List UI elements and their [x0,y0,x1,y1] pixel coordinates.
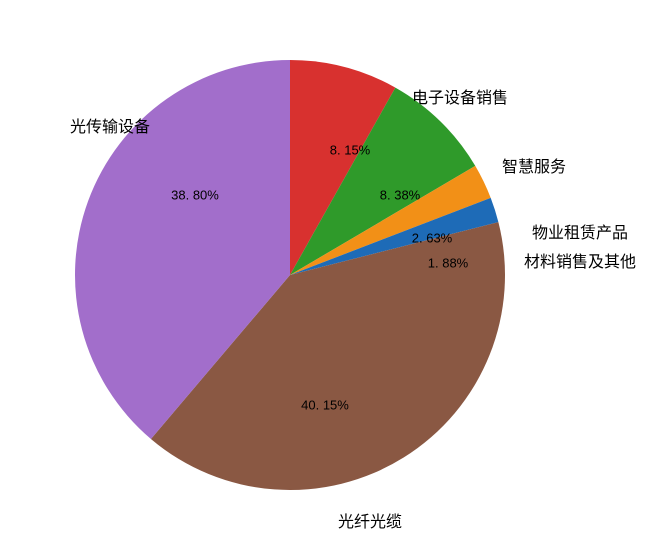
slice-percent-label: 8. 38% [380,188,420,203]
category-label: 光传输设备 [70,113,150,137]
slice-percent-label: 2. 63% [412,231,452,246]
slice-percent-label: 40. 15% [301,398,349,413]
pie-chart: 8. 15% 8. 38% 2. 63% 1. 88% 40. 15% 38. 80% 电子… [0,0,660,550]
category-label: 光纤光缆 [338,508,402,532]
category-label: 材料销售及其他 [524,248,636,272]
pie-svg [0,0,660,550]
slice-percent-label: 8. 15% [330,143,370,158]
category-label: 智慧服务 [502,153,566,177]
slice-percent-label: 1. 88% [428,256,468,271]
slice-percent-label: 38. 80% [171,188,219,203]
category-label: 物业租赁产品 [532,219,628,243]
category-label: 电子设备销售 [412,84,508,108]
